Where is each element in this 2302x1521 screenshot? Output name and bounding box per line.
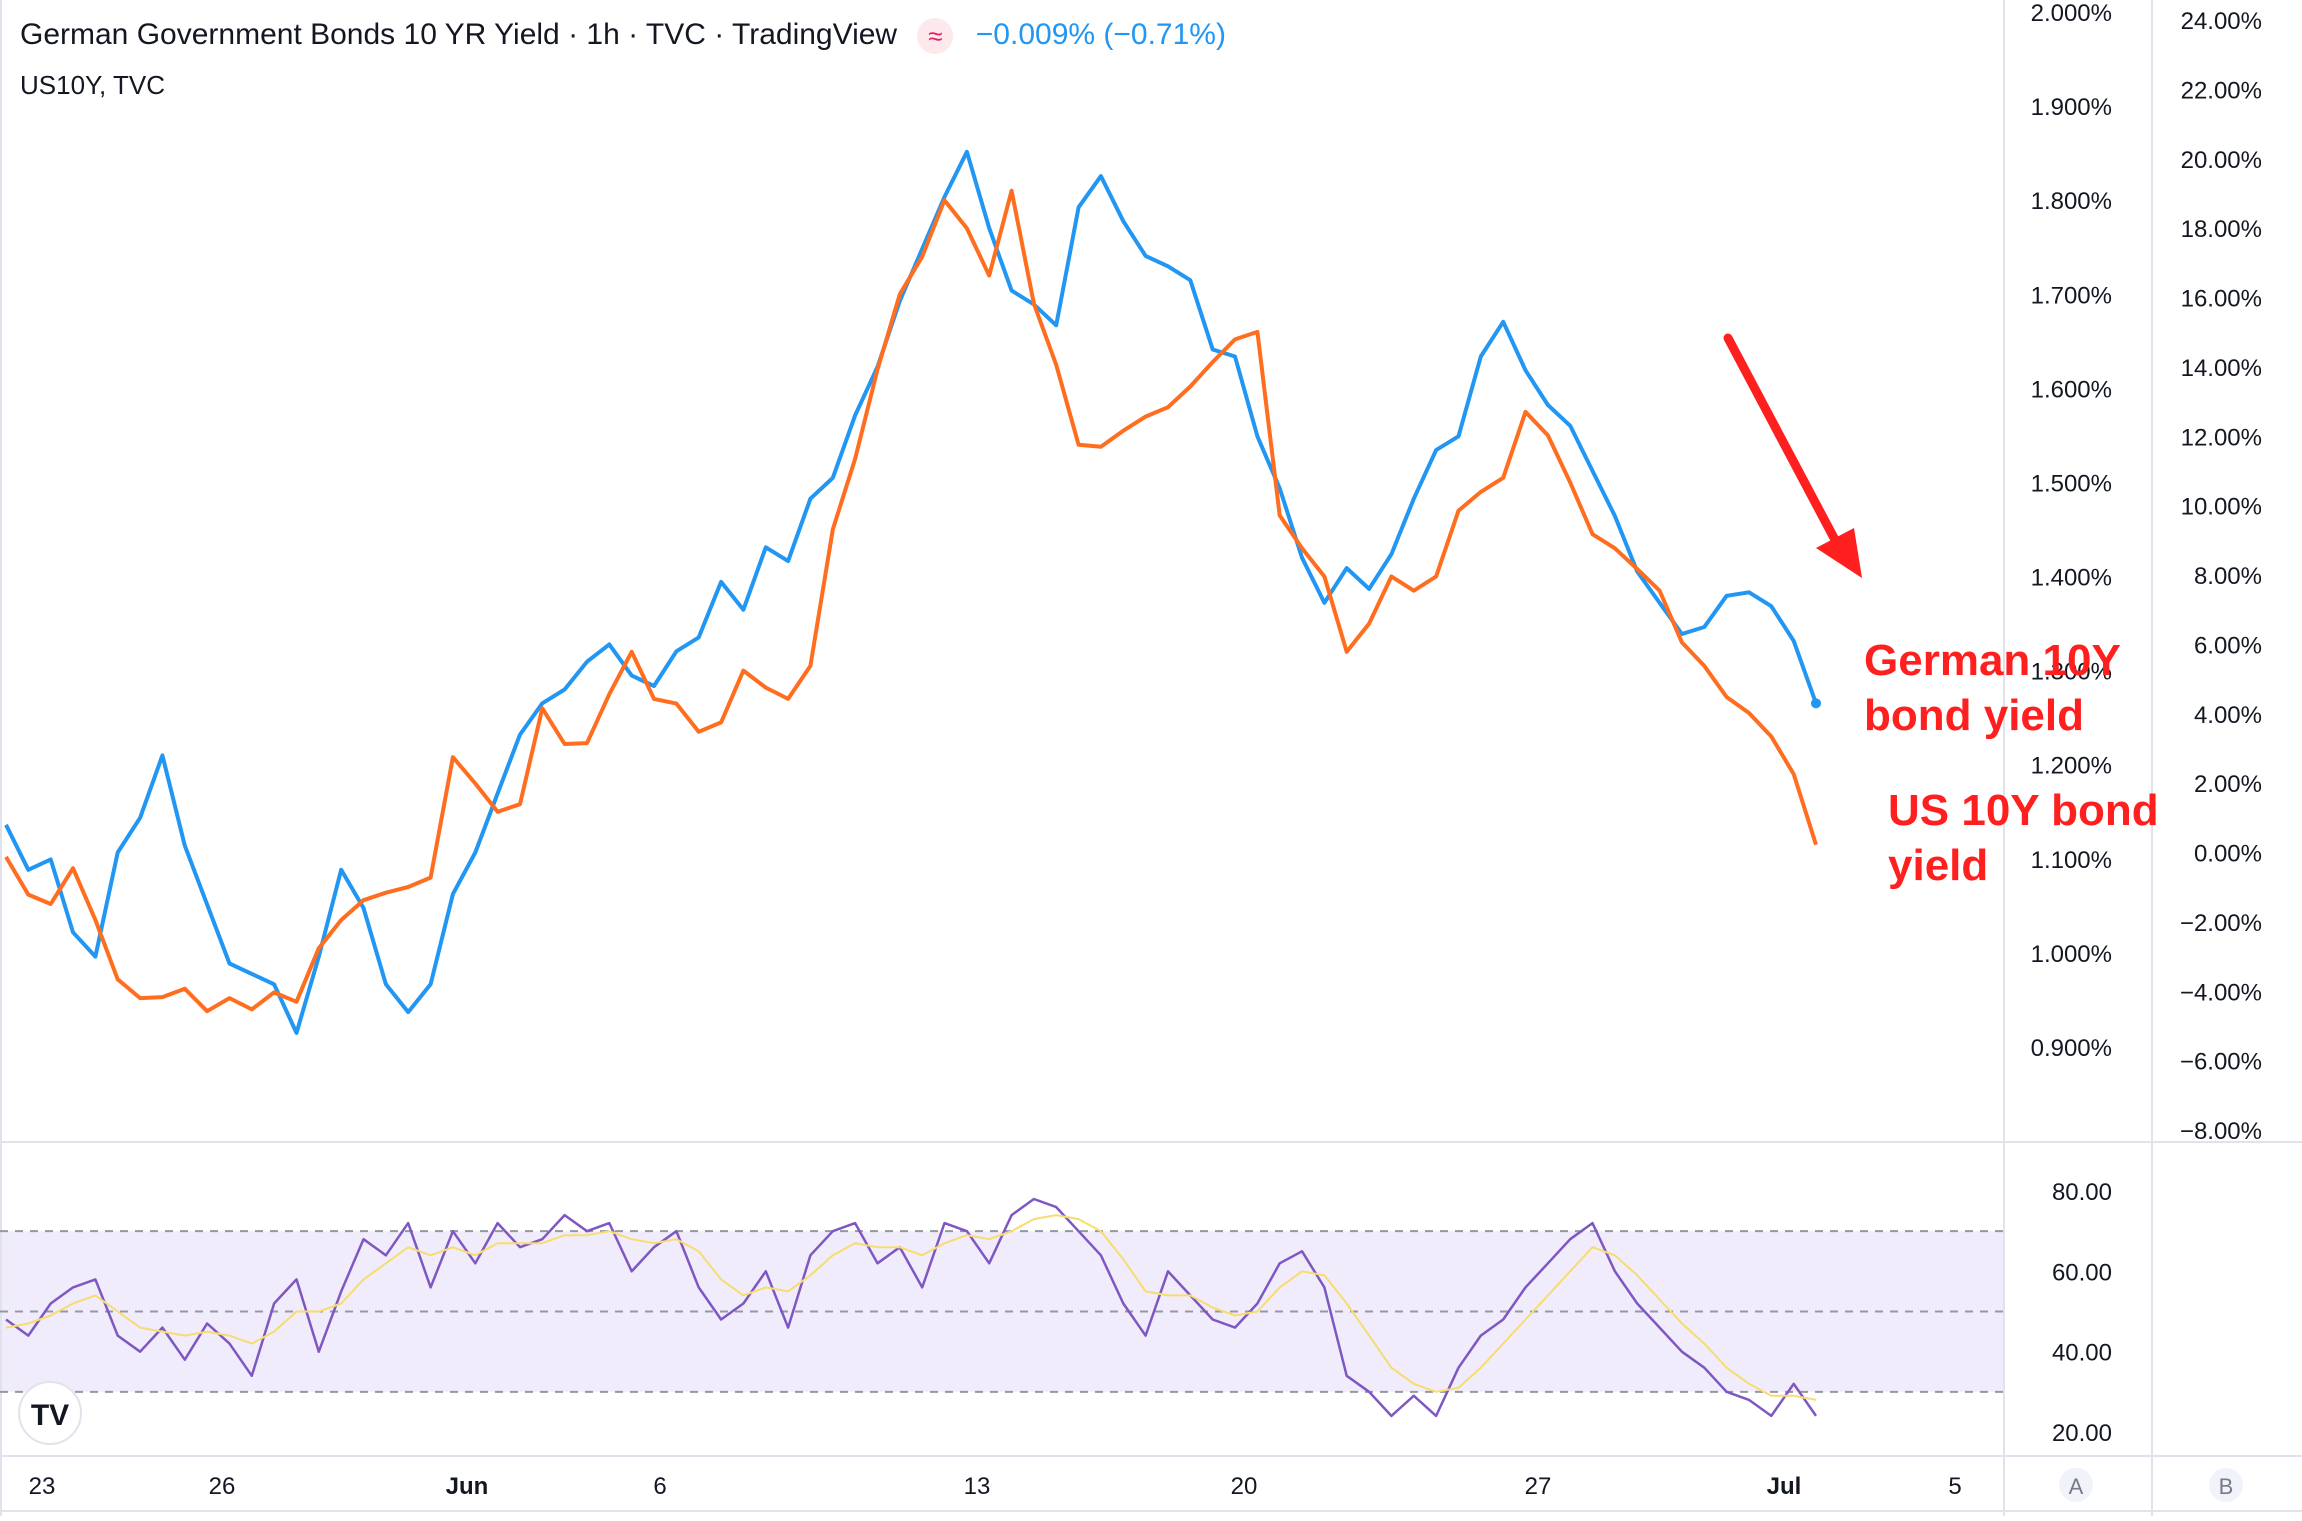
- x-axis-tick: 23: [29, 1473, 56, 1500]
- rsi-axis-tick: 60.00: [2052, 1259, 2112, 1286]
- tradingview-logo[interactable]: TV: [18, 1381, 82, 1445]
- rsi-axis-tick: 40.00: [2052, 1340, 2112, 1367]
- right-axis-tick: 10.00%: [2181, 494, 2262, 521]
- axis-letter-b: B: [2219, 1474, 2234, 1499]
- left-axis-tick: 1.000%: [2031, 941, 2112, 968]
- right-axis-tick: 20.00%: [2181, 147, 2262, 174]
- left-axis-tick: 1.400%: [2031, 565, 2112, 592]
- rsi-line: [5, 1197, 1818, 1418]
- right-axis-tick: −6.00%: [2180, 1049, 2262, 1076]
- right-axis-tick: −8.00%: [2180, 1118, 2262, 1145]
- indicator-icon[interactable]: ≈: [917, 18, 954, 55]
- axis-letter-a: A: [2069, 1474, 2084, 1499]
- right-axis-tick: 6.00%: [2194, 632, 2262, 659]
- left-axis-tick: 1.600%: [2031, 376, 2112, 403]
- left-axis-tick: 1.300%: [2031, 659, 2112, 686]
- left-axis-tick: 0.900%: [2031, 1035, 2112, 1062]
- left-axis-tick: 1.200%: [2031, 753, 2112, 780]
- left-axis-tick: 2.000%: [2031, 0, 2112, 27]
- rsi-axis-tick: 20.00: [2052, 1420, 2112, 1447]
- x-axis-tick: 26: [209, 1473, 236, 1500]
- x-axis-tick: 27: [1525, 1473, 1552, 1500]
- x-axis-tick: 5: [1948, 1473, 1961, 1500]
- left-axis-tick: 1.900%: [2031, 94, 2112, 121]
- tradingview-logo-icon: TV: [31, 1399, 69, 1432]
- axis-button-b[interactable]: B: [2209, 1468, 2243, 1502]
- left-axis-tick: 1.500%: [2031, 470, 2112, 497]
- right-axis-tick: 14.00%: [2181, 355, 2262, 382]
- rsi-axis-tick: 80.00: [2052, 1179, 2112, 1206]
- annotation-arrow: [1723, 333, 1862, 578]
- right-axis-tick: 24.00%: [2181, 8, 2262, 35]
- right-axis-tick: 0.00%: [2194, 841, 2262, 868]
- axis-button-a[interactable]: A: [2059, 1468, 2093, 1502]
- x-axis-tick: Jul: [1767, 1473, 1802, 1500]
- chart-title: German Government Bonds 10 YR Yield · 1h…: [20, 18, 898, 51]
- annotation-us-line1: US 10Y bond: [1888, 786, 2159, 835]
- right-axis-tick: 2.00%: [2194, 771, 2262, 798]
- price-change: −0.009% (−0.71%): [975, 18, 1226, 51]
- annotation-german-line1: German 10Y: [1864, 636, 2121, 685]
- left-axis-tick: 1.100%: [2031, 847, 2112, 874]
- x-axis-tick: 20: [1231, 1473, 1258, 1500]
- right-axis-tick: 4.00%: [2194, 702, 2262, 729]
- x-axis-tick: 13: [964, 1473, 991, 1500]
- german-last-point: [1811, 698, 1821, 709]
- x-axis-tick: Jun: [446, 1473, 489, 1500]
- right-axis-tick: 18.00%: [2181, 216, 2262, 243]
- right-axis-tick: 12.00%: [2181, 424, 2262, 451]
- right-axis-tick: −2.00%: [2180, 910, 2262, 937]
- right-axis-tick: 22.00%: [2181, 77, 2262, 104]
- right-axis-tick: −4.00%: [2180, 979, 2262, 1006]
- right-axis-tick: 8.00%: [2194, 563, 2262, 590]
- chart-header: German Government Bonds 10 YR Yield · 1h…: [20, 18, 1226, 55]
- compare-symbol[interactable]: US10Y, TVC: [20, 70, 166, 100]
- x-axis-tick: 6: [653, 1473, 666, 1500]
- left-axis-tick: 1.700%: [2031, 282, 2112, 309]
- series-us-line: [4, 188, 1818, 1014]
- annotation-german-line2: bond yield: [1864, 691, 2084, 740]
- annotation-us-line2: yield: [1888, 841, 1988, 890]
- left-axis-tick: 1.800%: [2031, 188, 2112, 215]
- rsi-ma-line: [5, 1214, 1817, 1401]
- right-axis-tick: 16.00%: [2181, 286, 2262, 313]
